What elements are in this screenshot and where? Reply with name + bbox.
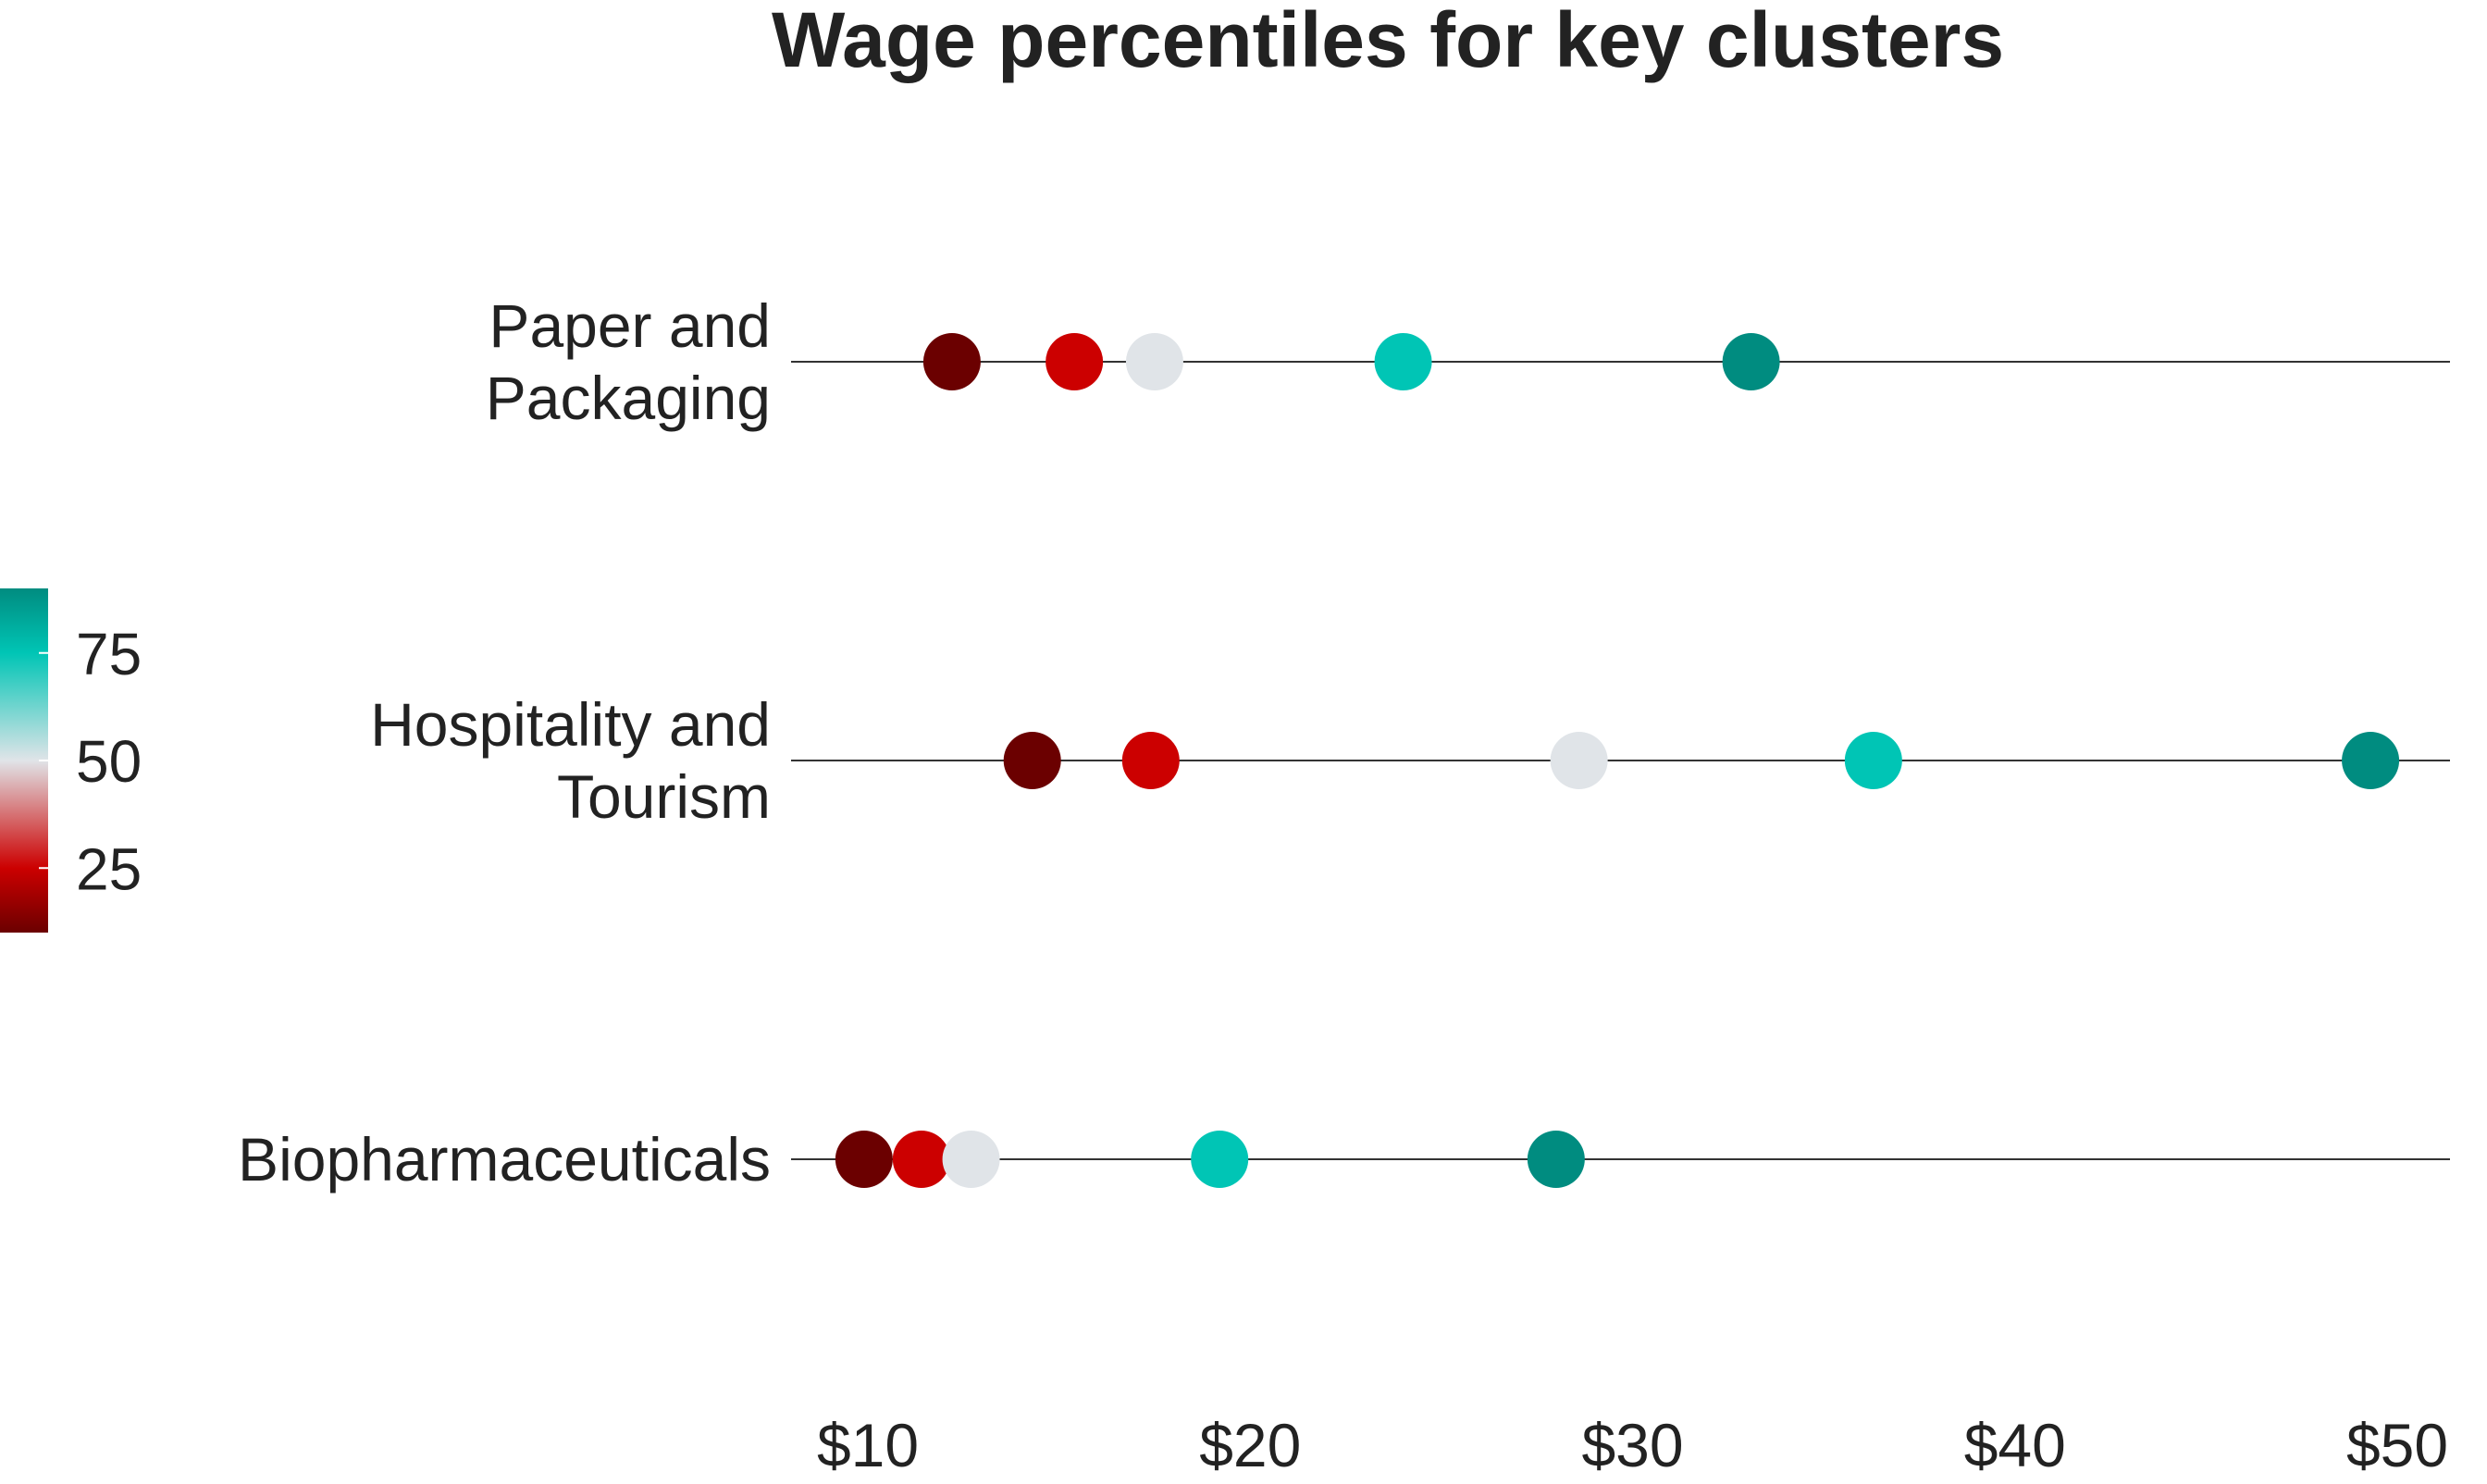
percentile-25-dot [1121,732,1180,789]
percentile-90-dot [1722,333,1780,390]
color-legend: 25 50 75 [0,588,142,933]
percentile-25-dot [1046,333,1104,390]
percentile-50-dot [1125,333,1183,390]
percentile-75-dot [1191,1131,1249,1188]
colorbar-tick-label: 25 [76,835,142,902]
x-tick-label: $20 [1199,1411,1301,1479]
category-label: Biopharmaceuticals [238,1125,771,1193]
percentile-50-dot [942,1131,1000,1188]
chart-title: Wage percentiles for key clusters [772,0,2004,83]
category-row: Biopharmaceuticals [238,1125,2450,1193]
category-label: Paper and [489,291,771,360]
category-label: Hospitality and [370,690,771,759]
category-label: Packaging [486,364,771,432]
percentile-25-dot [892,1131,950,1188]
colorbar-tick-label: 50 [76,728,142,795]
percentile-10-dot [1003,732,1061,789]
x-axis: $10 $20 $30 $40 $50 [817,1411,2448,1479]
percentile-75-dot [1844,732,1902,789]
percentile-10-dot [922,333,981,390]
percentile-90-dot [1527,1131,1585,1188]
x-tick-label: $50 [2346,1411,2448,1479]
colorbar-tick-label: 75 [76,621,142,687]
percentile-10-dot [835,1131,893,1188]
percentile-90-dot [2342,732,2400,789]
x-tick-label: $10 [817,1411,919,1479]
x-tick-label: $30 [1581,1411,1683,1479]
percentile-75-dot [1374,333,1432,390]
category-label: Tourism [557,762,771,831]
percentile-50-dot [1550,732,1608,789]
x-tick-label: $40 [1964,1411,2066,1479]
